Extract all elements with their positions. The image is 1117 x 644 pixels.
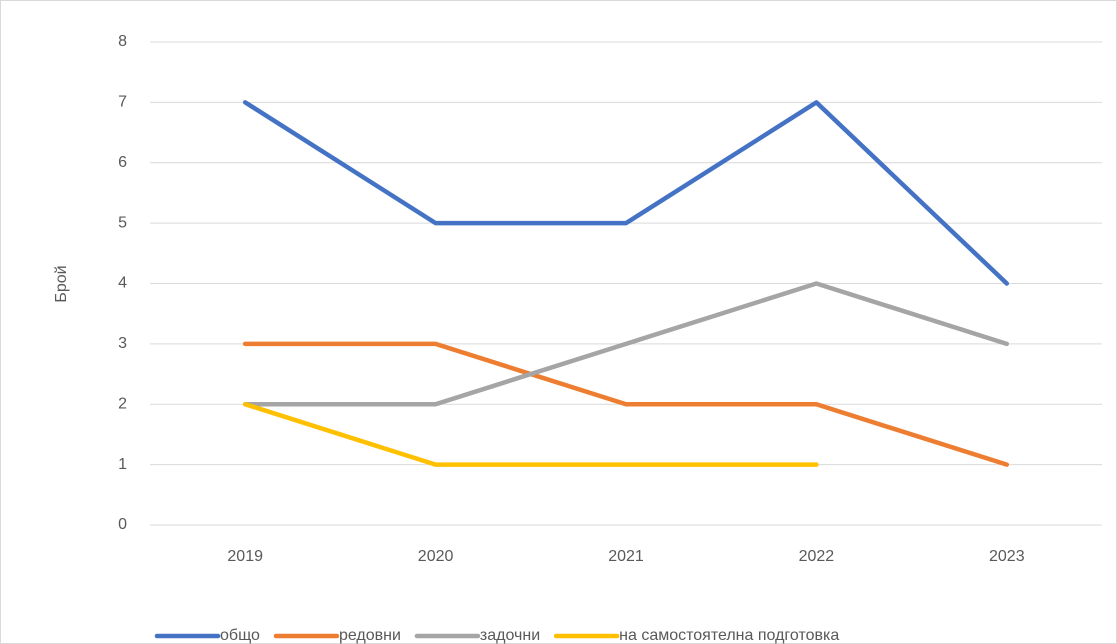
y-tick-label: 8 — [118, 33, 127, 50]
y-tick-label: 6 — [118, 154, 127, 171]
legend-label: редовни — [339, 627, 401, 644]
y-tick-label: 1 — [118, 456, 127, 473]
y-tick-label: 0 — [118, 516, 127, 533]
x-tick-label: 2020 — [418, 548, 454, 565]
x-tick-label: 2021 — [608, 548, 644, 565]
legend-label: на самостоятелна подготовка — [619, 627, 839, 644]
x-tick-label: 2019 — [227, 548, 263, 565]
legend-label: общо — [220, 627, 260, 644]
y-tick-label: 7 — [118, 94, 127, 111]
x-tick-label: 2023 — [989, 548, 1025, 565]
x-tick-label: 2022 — [799, 548, 835, 565]
y-axis-label: Брой — [53, 265, 70, 302]
y-tick-label: 3 — [118, 335, 127, 352]
y-tick-label: 5 — [118, 214, 127, 231]
legend-label: задочни — [480, 627, 540, 644]
y-tick-label: 4 — [118, 275, 127, 292]
y-tick-label: 2 — [118, 395, 127, 412]
series-line — [242, 281, 1010, 407]
series-line — [242, 402, 819, 467]
series-line — [242, 341, 1010, 467]
series-line — [242, 100, 1010, 286]
